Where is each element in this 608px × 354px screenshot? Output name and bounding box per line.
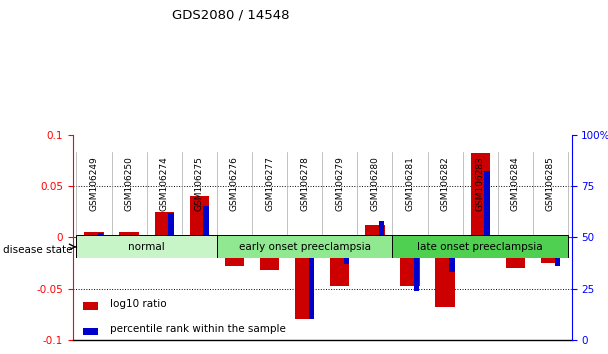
Text: log10 ratio: log10 ratio — [111, 298, 167, 309]
Text: percentile rank within the sample: percentile rank within the sample — [111, 324, 286, 334]
Bar — [330, 237, 350, 286]
Text: disease state: disease state — [3, 245, 72, 255]
Bar — [204, 206, 209, 237]
Bar — [77, 235, 217, 258]
Bar — [238, 237, 244, 258]
Bar — [98, 233, 103, 237]
Bar — [85, 232, 104, 237]
Bar — [217, 235, 392, 258]
Bar — [392, 235, 568, 258]
Text: GSM106282: GSM106282 — [441, 156, 450, 211]
Text: GSM106279: GSM106279 — [335, 156, 344, 211]
Bar — [83, 302, 98, 310]
Text: GDS2080 / 14548: GDS2080 / 14548 — [172, 9, 290, 22]
Bar — [260, 237, 279, 270]
Bar — [506, 237, 525, 268]
Bar — [554, 237, 560, 266]
Text: GSM106274: GSM106274 — [160, 156, 169, 211]
Text: late onset preeclampsia: late onset preeclampsia — [418, 242, 543, 252]
Text: early onset preeclampsia: early onset preeclampsia — [239, 242, 371, 252]
Bar — [449, 237, 455, 272]
Bar — [435, 237, 455, 307]
Text: GSM106275: GSM106275 — [195, 156, 204, 211]
Bar — [133, 237, 139, 239]
Bar — [190, 196, 209, 237]
Bar — [295, 237, 314, 319]
Text: GSM106249: GSM106249 — [89, 156, 98, 211]
Text: normal: normal — [128, 242, 165, 252]
Text: GSM106278: GSM106278 — [300, 156, 309, 211]
Bar — [519, 237, 525, 253]
Bar — [225, 237, 244, 266]
Bar — [168, 212, 174, 237]
Bar — [120, 232, 139, 237]
Text: GSM106285: GSM106285 — [546, 156, 555, 211]
Bar — [485, 171, 489, 237]
Bar — [379, 221, 384, 237]
Bar — [309, 237, 314, 319]
Bar — [541, 237, 560, 263]
Text: GSM106284: GSM106284 — [511, 156, 520, 211]
Text: GSM106250: GSM106250 — [125, 156, 134, 211]
Text: GSM106283: GSM106283 — [475, 156, 485, 211]
Bar — [365, 225, 384, 237]
Text: GSM106276: GSM106276 — [230, 156, 239, 211]
Bar — [274, 237, 279, 258]
Bar — [414, 237, 420, 291]
Text: GSM106281: GSM106281 — [406, 156, 415, 211]
Bar — [154, 212, 174, 237]
Bar — [471, 153, 490, 237]
Bar — [83, 328, 98, 336]
Bar — [344, 237, 349, 264]
Text: GSM106277: GSM106277 — [265, 156, 274, 211]
Bar — [400, 237, 420, 286]
Text: GSM106280: GSM106280 — [370, 156, 379, 211]
